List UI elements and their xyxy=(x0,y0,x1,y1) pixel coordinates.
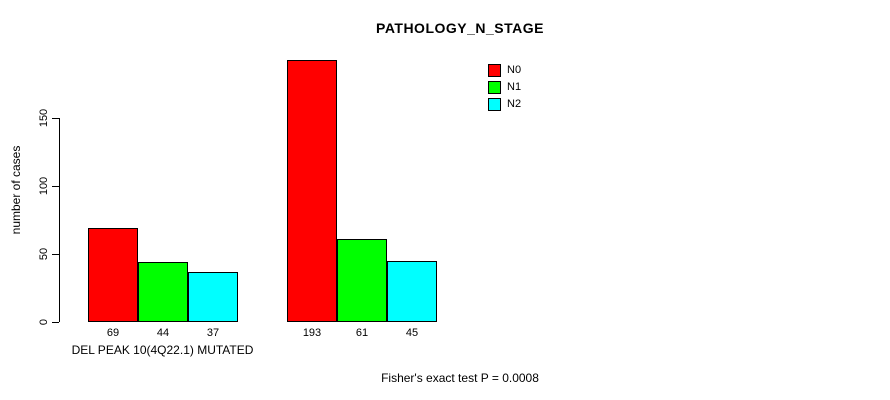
legend-swatch-icon xyxy=(488,64,501,77)
bar-n2 xyxy=(188,272,238,322)
y-axis-tick xyxy=(52,253,59,255)
y-axis-tick-label: 150 xyxy=(38,109,50,128)
bar-value-label: 69 xyxy=(106,327,120,339)
x-group-label: DEL PEAK 10(4Q22.1) MUTATED xyxy=(71,343,254,357)
bar-value-label: 45 xyxy=(405,327,419,339)
y-axis-tick xyxy=(52,321,59,323)
bar-n2 xyxy=(387,261,437,322)
bar-n1 xyxy=(138,262,188,322)
bar-value-label: 61 xyxy=(355,327,369,339)
stat-annotation: Fisher's exact test P = 0.0008 xyxy=(381,371,539,385)
legend-item: N1 xyxy=(488,81,521,94)
y-axis-tick-label: 100 xyxy=(38,177,50,196)
bar-value-label: 193 xyxy=(302,327,322,339)
y-axis-line xyxy=(59,118,60,322)
bar-n0 xyxy=(287,60,337,322)
legend-item: N2 xyxy=(488,98,521,111)
legend-swatch-icon xyxy=(488,98,501,111)
bar-value-label: 37 xyxy=(206,327,220,339)
legend-item: N0 xyxy=(488,64,521,77)
bar-value-label: 44 xyxy=(156,327,170,339)
bar-n0 xyxy=(88,228,138,322)
y-axis-tick xyxy=(52,185,59,187)
y-axis-tick-label: 0 xyxy=(38,318,50,326)
legend-label: N2 xyxy=(507,98,522,110)
legend-label: N1 xyxy=(507,81,522,93)
legend: N0 N1 N2 xyxy=(488,64,521,115)
legend-label: N0 xyxy=(507,64,522,76)
legend-swatch-icon xyxy=(488,81,501,94)
y-axis-label: number of cases xyxy=(9,145,23,235)
y-axis-tick xyxy=(52,117,59,119)
y-axis-tick-label: 50 xyxy=(38,247,50,261)
chart-title: PATHOLOGY_N_STAGE xyxy=(376,20,544,36)
bar-n1 xyxy=(337,239,387,322)
